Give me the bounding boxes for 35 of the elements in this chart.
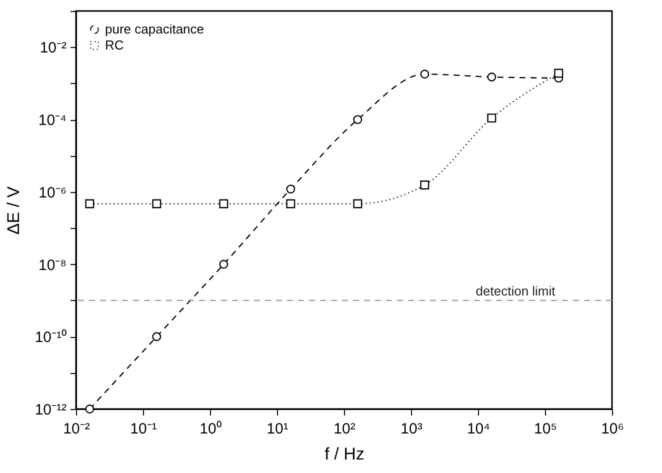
x-axis-title: f / Hz [324,444,364,464]
x-tick-label: 10⁵ [534,420,557,438]
point [85,199,94,208]
point [286,199,296,208]
x-tick-label: 10⁻¹ [130,420,157,438]
x-tick-label: 10¹ [266,420,288,438]
point [152,332,162,342]
x-tick-label: 10⁰ [200,420,222,438]
point [420,180,430,190]
x-tick-label: 10³ [400,420,422,438]
y-axis-title: ΔE / V [4,186,23,235]
point [152,199,162,208]
legend-label: RC [105,38,124,52]
y-tick-label: 10⁻⁴ [38,112,66,130]
point [353,115,362,124]
point [85,404,94,414]
point [420,70,430,79]
x-tick-label: 10⁻² [63,420,90,438]
y-tick-label: 10⁻² [40,40,66,57]
y-tick-label: 10⁻⁶ [38,184,66,202]
x-tick-label: 10⁴ [466,420,490,438]
point [487,114,496,123]
point [353,199,362,208]
y-tick-label: 10⁻¹⁰ [34,329,66,346]
point [554,68,564,78]
y-tick-label: 10⁻¹² [34,402,66,418]
point [487,72,496,82]
legend-label: pure capacitance [105,22,204,36]
point [219,199,228,208]
x-tick-label: 10⁶ [601,420,624,438]
point [286,184,296,194]
x-tick-label: 10² [334,420,356,438]
y-tick-label: 10⁻⁸ [38,256,66,274]
point [219,260,228,269]
ref-line-label: detection limit [476,283,556,298]
